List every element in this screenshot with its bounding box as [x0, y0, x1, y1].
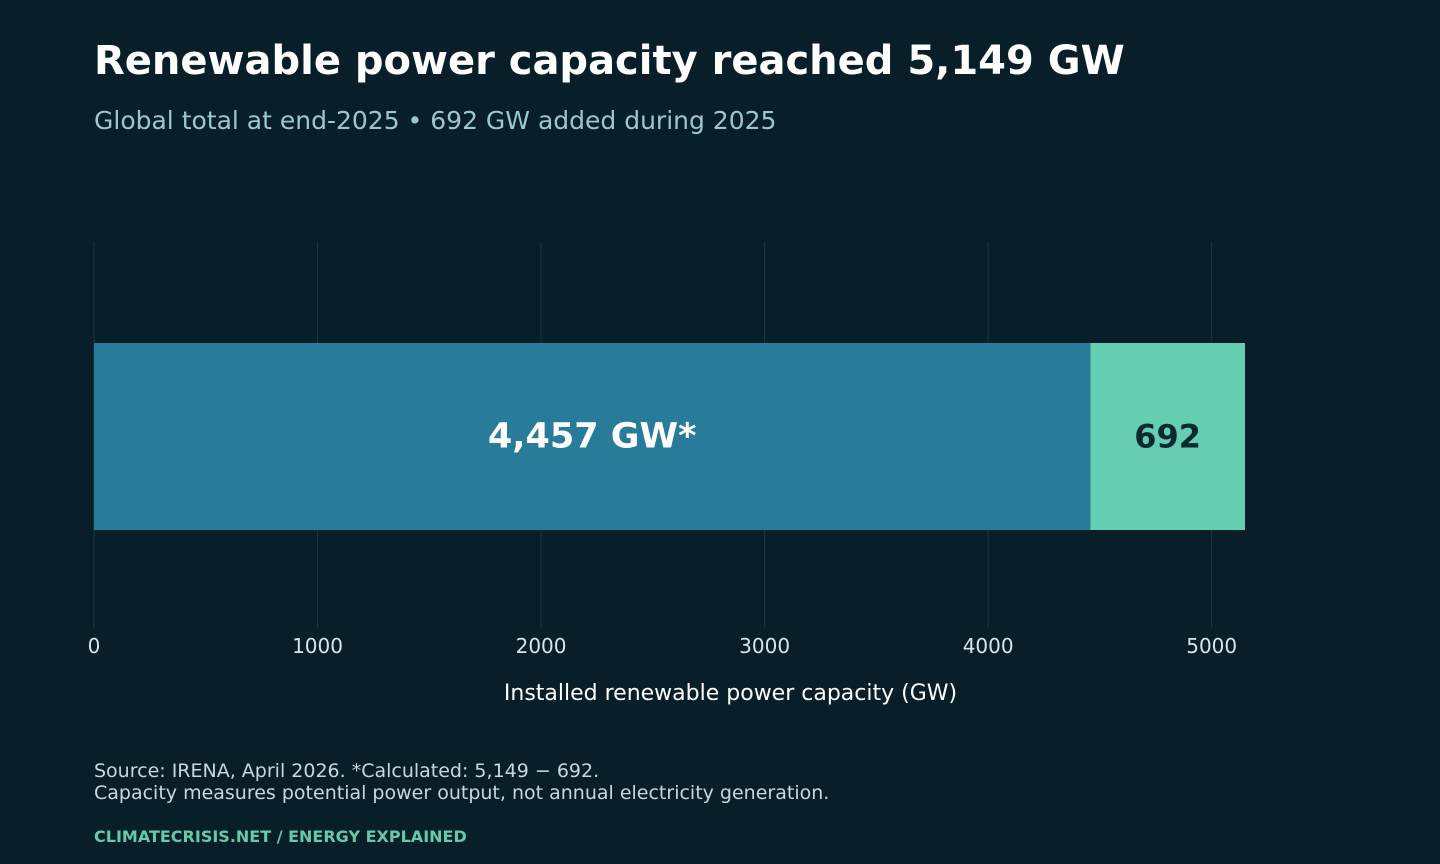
source-note: Source: IRENA, April 2026. *Calculated: …: [94, 760, 829, 804]
bar-label-base: 4,457 GW*: [488, 417, 697, 457]
bar-segment-added: [1090, 343, 1245, 530]
stacked-bar: 4,457 GW* 692: [94, 343, 1245, 530]
x-tick-label-0: 0: [88, 634, 101, 658]
x-axis-title: Installed renewable power capacity (GW): [504, 681, 957, 706]
bar-segment-base: [94, 343, 1091, 530]
chart-title: Renewable power capacity reached 5,149 G…: [94, 38, 1125, 84]
capacity-bar-chart: 4,457 GW* 692 0 1000 2000 3000 4000 5000 Insta…: [88, 242, 1245, 706]
x-tick-label-1000: 1000: [292, 634, 343, 658]
source-line-1: Source: IRENA, April 2026. *Calculated: …: [94, 760, 600, 782]
bar-label-added: 692: [1134, 418, 1201, 456]
chart-subtitle: Global total at end-2025 • 692 GW added …: [94, 106, 777, 135]
x-axis-ticks: 0 1000 2000 3000 4000 5000: [88, 634, 1238, 658]
source-line-2: Capacity measures potential power output…: [94, 782, 830, 804]
x-tick-label-4000: 4000: [963, 634, 1014, 658]
x-tick-label-5000: 5000: [1186, 634, 1237, 658]
x-tick-label-3000: 3000: [739, 634, 790, 658]
x-tick-label-2000: 2000: [516, 634, 567, 658]
brand-footer: CLIMATECRISIS.NET / ENERGY EXPLAINED: [94, 827, 467, 846]
